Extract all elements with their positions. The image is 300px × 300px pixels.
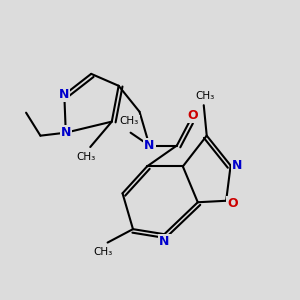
Text: CH₃: CH₃ xyxy=(76,152,95,163)
Text: N: N xyxy=(59,88,70,101)
Text: N: N xyxy=(144,139,154,152)
Text: CH₃: CH₃ xyxy=(196,91,215,101)
Text: N: N xyxy=(61,126,71,139)
Text: O: O xyxy=(227,197,238,210)
Text: CH₃: CH₃ xyxy=(119,116,139,126)
Text: N: N xyxy=(159,235,169,248)
Text: CH₃: CH₃ xyxy=(94,247,113,256)
Text: N: N xyxy=(232,159,242,172)
Text: O: O xyxy=(187,109,198,122)
